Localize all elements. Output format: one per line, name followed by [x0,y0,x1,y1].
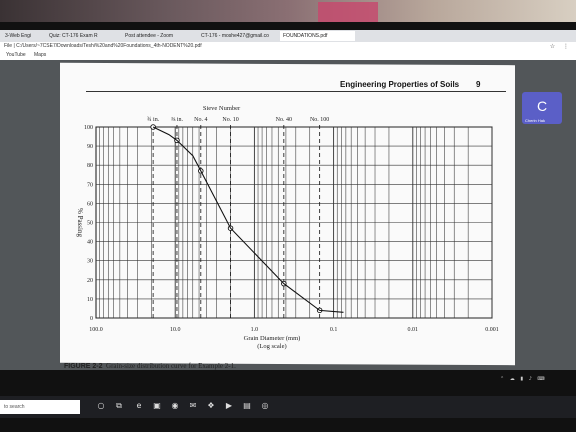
toolbar-icons[interactable]: ☆ ⋮ [549,43,572,50]
browser-tab[interactable]: Post attendee - Zoom [125,33,174,39]
bookmark-maps[interactable]: Maps [34,52,47,58]
dropbox-icon[interactable]: ❖ [207,401,215,410]
background-object [318,2,378,24]
browser-tab-active[interactable]: FOUNDATIONS.pdf [280,31,355,41]
zoom-icon[interactable]: ▶ [225,401,233,410]
browser-tab[interactable]: Quiz: CT-176 Exam R [49,33,98,39]
browser-tab[interactable]: 3-Web Engi [5,33,32,39]
pdf-page [60,62,515,366]
header-rule [86,91,506,92]
bookmark-youtube[interactable]: YouTube [6,52,26,58]
caption-text: Grain-size distribution curve for Exampl… [106,362,236,370]
edge-icon[interactable]: e [136,401,142,410]
chrome-active-icon[interactable]: ◎ [261,401,269,410]
store-icon[interactable]: ▣ [153,401,161,410]
system-tray-icons[interactable]: ⌃ ☁ ▮ ♪ ⌨ [500,376,547,382]
folder-icon[interactable]: ▤ [243,401,251,410]
page-header-title: Engineering Properties of Soils [340,80,460,89]
participant-name: Cherin Hak [525,118,546,123]
mail-icon[interactable]: ✉ [189,401,197,410]
chrome-icon[interactable]: ◉ [171,401,179,410]
page-number: 9 [476,80,481,89]
meeting-participant-tile[interactable]: C Cherin Hak [522,92,562,124]
task-view-icon[interactable]: ⧉ [116,401,122,410]
url-text[interactable]: File | C:/Users/~7CSE7/Downloads/Teshi%2… [4,43,202,49]
browser-tab[interactable]: CT-176 - moshe427@gmail.co [201,33,269,39]
taskbar-search[interactable]: to search [0,400,80,414]
figure-caption: FIGURE 2-2 Grain-size distribution curve… [64,362,236,370]
caption-label: FIGURE 2-2 [64,363,103,370]
avatar-letter: C [536,98,548,114]
windows-taskbar [0,396,576,418]
cortana-icon[interactable]: ○ [97,401,105,410]
